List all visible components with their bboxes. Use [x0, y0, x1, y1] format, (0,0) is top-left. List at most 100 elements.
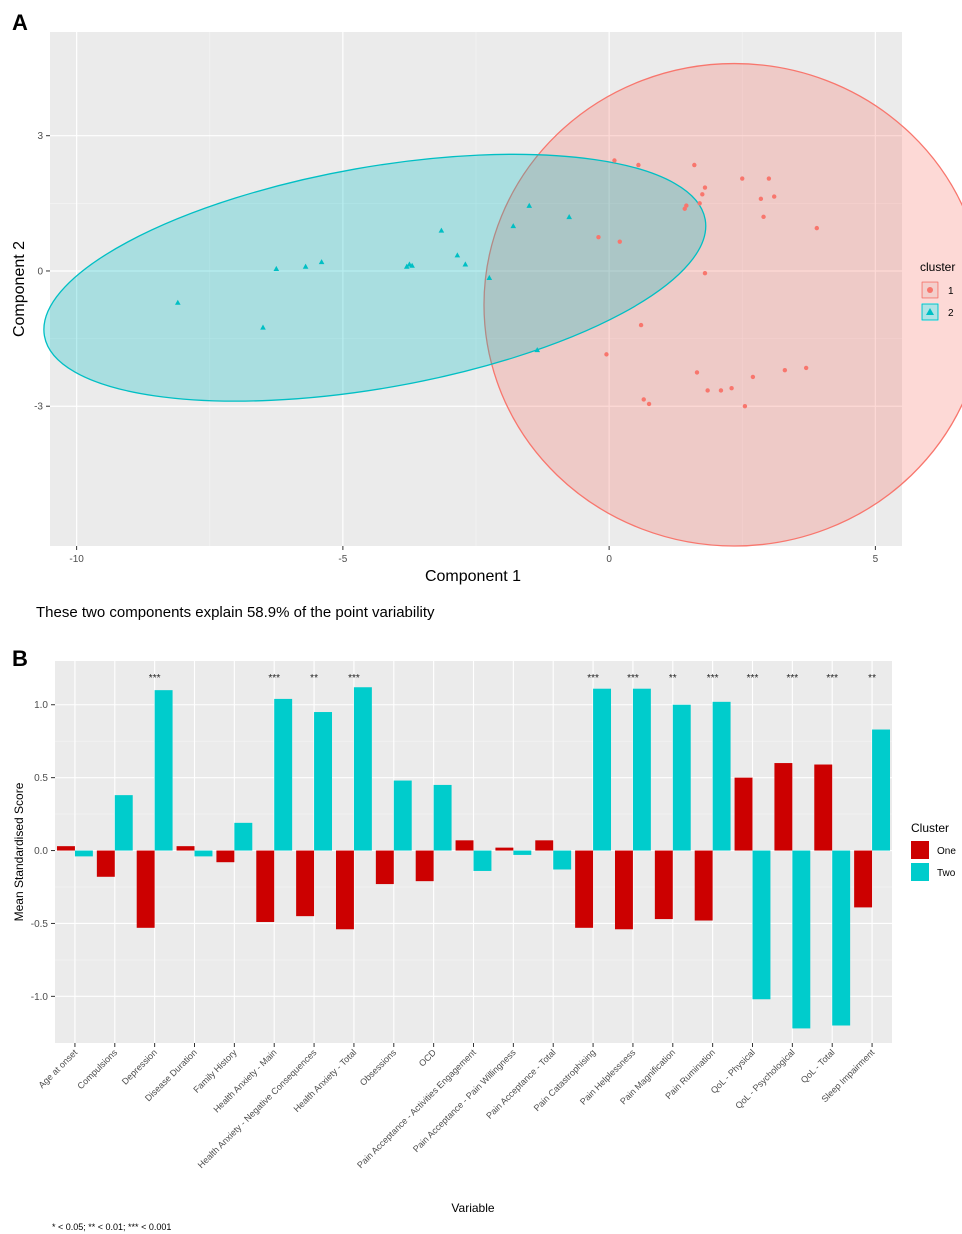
scatter-points — [175, 158, 819, 409]
bar-two — [593, 688, 612, 851]
cluster-2-point — [462, 261, 469, 267]
bar-category-label: Obsessions — [358, 1047, 399, 1088]
bar-two — [393, 780, 412, 851]
cluster-2-point — [526, 202, 533, 208]
bar-two — [234, 822, 253, 851]
panel-a-caption: These two components explain 58.9% of th… — [36, 604, 435, 621]
cluster-1-point — [729, 385, 734, 391]
bar-two — [154, 690, 173, 851]
bar-one — [256, 850, 275, 922]
bar-one — [296, 850, 315, 917]
bar-y-axis-title: Mean Standardised Score — [12, 782, 26, 921]
scatter-legend-marker-1 — [927, 287, 933, 293]
cluster-1-point — [694, 370, 700, 375]
bar-two — [433, 784, 452, 851]
scatter-ticks: -10 -5 0 5 -3 0 3 — [34, 131, 879, 565]
scatter-legend-marker-2 — [926, 308, 934, 315]
significance-label: *** — [747, 673, 759, 684]
bar-legend-title: Cluster — [911, 821, 949, 835]
bar-one — [654, 850, 673, 920]
cluster-1-point — [646, 401, 652, 407]
bar-category-label: Depression — [120, 1047, 159, 1086]
cluster-1-point — [702, 271, 708, 276]
cluster-1-point — [596, 234, 601, 240]
cluster-1-point — [782, 367, 788, 373]
significance-label: *** — [826, 673, 838, 684]
bar-two — [832, 850, 851, 1026]
bar-one — [216, 850, 235, 863]
bar-y-tick-label: -0.5 — [31, 919, 49, 930]
cluster-2-point — [510, 223, 517, 229]
significance-label: *** — [587, 673, 599, 684]
bar-two — [314, 712, 333, 851]
significance-label: ** — [310, 673, 318, 684]
bar-bars — [56, 687, 891, 1029]
cluster-1-point — [700, 192, 705, 197]
bar-two — [74, 850, 93, 857]
bar-y-tick-label: -1.0 — [31, 992, 49, 1003]
bar-y-tick-label: 0.0 — [34, 846, 48, 857]
cluster-1-point — [766, 176, 772, 181]
cluster-1-point — [750, 374, 756, 380]
scatter-legend-label-1: 1 — [948, 286, 954, 297]
cluster-2-point — [454, 252, 461, 258]
panel-b-footnote: * < 0.05; ** < 0.01; *** < 0.001 — [52, 1222, 171, 1232]
bar-two — [553, 850, 572, 870]
bar-two — [752, 850, 771, 1000]
bar-category-label: Pain Acceptance - Total — [484, 1047, 557, 1120]
bar-two — [473, 850, 492, 871]
bar-two — [114, 795, 133, 851]
cluster-1-point — [814, 225, 819, 231]
bar-category-label: OCD — [417, 1047, 439, 1069]
bar-category-label: Age at onset — [37, 1047, 80, 1090]
cluster-2-ellipse — [43, 153, 707, 402]
cluster-2-point — [403, 263, 410, 269]
cluster-2-point — [273, 265, 280, 271]
bar-one — [136, 850, 155, 928]
bar-two — [353, 687, 372, 851]
bar-x-axis-title: Variable — [451, 1201, 494, 1215]
panel-a-letter: A — [12, 10, 28, 35]
significance-label: *** — [787, 673, 799, 684]
cluster-2-point — [566, 214, 572, 220]
bar-two — [194, 850, 213, 857]
cluster-1-point — [697, 201, 702, 206]
cluster-1-point — [702, 185, 708, 190]
cluster-2-point — [175, 299, 181, 305]
bar-two — [672, 704, 691, 851]
cluster-1-point — [612, 158, 617, 163]
scatter-ellipses — [43, 62, 962, 547]
bar-category-label: QoL - Total — [799, 1047, 837, 1085]
bar-one — [694, 850, 713, 921]
bar-legend-swatch-one — [911, 841, 929, 859]
cluster-1-point — [761, 214, 766, 220]
bar-one — [495, 847, 514, 851]
significance-label: *** — [707, 673, 719, 684]
bar-legend: Cluster One Two — [911, 821, 956, 881]
bar-two — [872, 729, 891, 851]
cluster-1-point — [604, 352, 609, 357]
cluster-1-point — [617, 239, 622, 244]
scatter-x-tick-label: -5 — [338, 554, 347, 565]
bar-legend-label-one: One — [937, 846, 956, 857]
bar-two — [792, 850, 811, 1029]
significance-label: *** — [348, 673, 360, 684]
cluster-1-ellipse — [483, 62, 962, 547]
bar-two — [513, 850, 532, 855]
cluster-2-point — [534, 347, 541, 353]
scatter-x-tick-label: 0 — [606, 554, 612, 565]
bar-ticks: -1.0 -0.5 0.0 0.5 1.0 — [31, 700, 873, 1047]
scatter-legend: cluster 1 2 — [920, 260, 955, 321]
cluster-1-point — [718, 388, 724, 393]
bar-one — [375, 850, 394, 885]
scatter-y-tick-label: 0 — [37, 266, 43, 277]
cluster-1-point — [636, 162, 641, 168]
significance-label: ** — [868, 673, 876, 684]
bar-one — [335, 850, 354, 930]
bar-one — [614, 850, 633, 930]
scatter-grid — [50, 32, 902, 546]
bar-one — [814, 764, 833, 851]
bar-one — [176, 846, 195, 851]
scatter-legend-title: cluster — [920, 260, 955, 274]
